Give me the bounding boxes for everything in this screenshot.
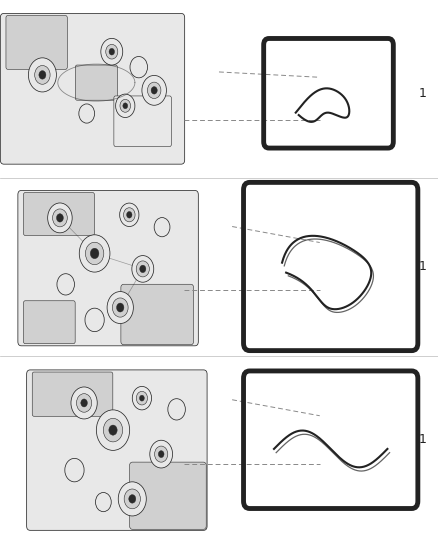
FancyBboxPatch shape — [24, 192, 95, 236]
Circle shape — [106, 44, 118, 59]
Circle shape — [81, 399, 87, 407]
Circle shape — [120, 203, 139, 227]
Circle shape — [79, 104, 95, 123]
Circle shape — [118, 482, 146, 516]
FancyBboxPatch shape — [27, 370, 207, 530]
Circle shape — [107, 292, 133, 324]
Circle shape — [85, 242, 104, 265]
Circle shape — [101, 38, 123, 65]
Circle shape — [130, 56, 148, 78]
Circle shape — [151, 86, 157, 94]
Circle shape — [57, 214, 64, 222]
Circle shape — [109, 49, 114, 55]
Circle shape — [95, 492, 111, 512]
Circle shape — [123, 103, 128, 109]
FancyBboxPatch shape — [0, 13, 185, 164]
Circle shape — [57, 274, 74, 295]
Circle shape — [103, 418, 123, 442]
Circle shape — [65, 458, 84, 482]
Circle shape — [39, 70, 46, 79]
Circle shape — [120, 99, 131, 112]
Circle shape — [116, 94, 135, 118]
Circle shape — [159, 451, 164, 457]
FancyBboxPatch shape — [75, 65, 117, 100]
FancyBboxPatch shape — [114, 96, 171, 147]
Circle shape — [96, 410, 130, 450]
Circle shape — [35, 66, 50, 84]
Circle shape — [124, 489, 141, 509]
FancyBboxPatch shape — [6, 15, 67, 69]
FancyBboxPatch shape — [32, 372, 113, 416]
Circle shape — [154, 217, 170, 237]
Circle shape — [53, 209, 67, 227]
Circle shape — [79, 235, 110, 272]
Circle shape — [109, 425, 117, 435]
Circle shape — [168, 399, 185, 420]
FancyBboxPatch shape — [18, 190, 198, 346]
Circle shape — [127, 212, 132, 218]
Circle shape — [28, 58, 57, 92]
Circle shape — [71, 387, 97, 419]
Circle shape — [90, 248, 99, 259]
Circle shape — [132, 386, 152, 410]
FancyBboxPatch shape — [130, 462, 206, 529]
Circle shape — [139, 395, 144, 401]
Circle shape — [129, 495, 136, 503]
Circle shape — [140, 265, 146, 273]
Circle shape — [48, 203, 72, 233]
Text: 1: 1 — [418, 260, 426, 273]
FancyBboxPatch shape — [121, 284, 194, 345]
Text: 1: 1 — [418, 433, 426, 446]
Circle shape — [85, 308, 104, 332]
Text: 1: 1 — [418, 87, 426, 100]
Circle shape — [117, 303, 124, 312]
Circle shape — [112, 298, 128, 317]
Circle shape — [136, 391, 148, 405]
Circle shape — [124, 208, 135, 222]
Circle shape — [132, 256, 154, 282]
FancyBboxPatch shape — [24, 301, 75, 344]
Circle shape — [148, 82, 161, 99]
Circle shape — [155, 446, 168, 462]
Circle shape — [136, 261, 149, 277]
Circle shape — [77, 394, 92, 412]
Circle shape — [150, 440, 173, 468]
Circle shape — [142, 76, 166, 106]
